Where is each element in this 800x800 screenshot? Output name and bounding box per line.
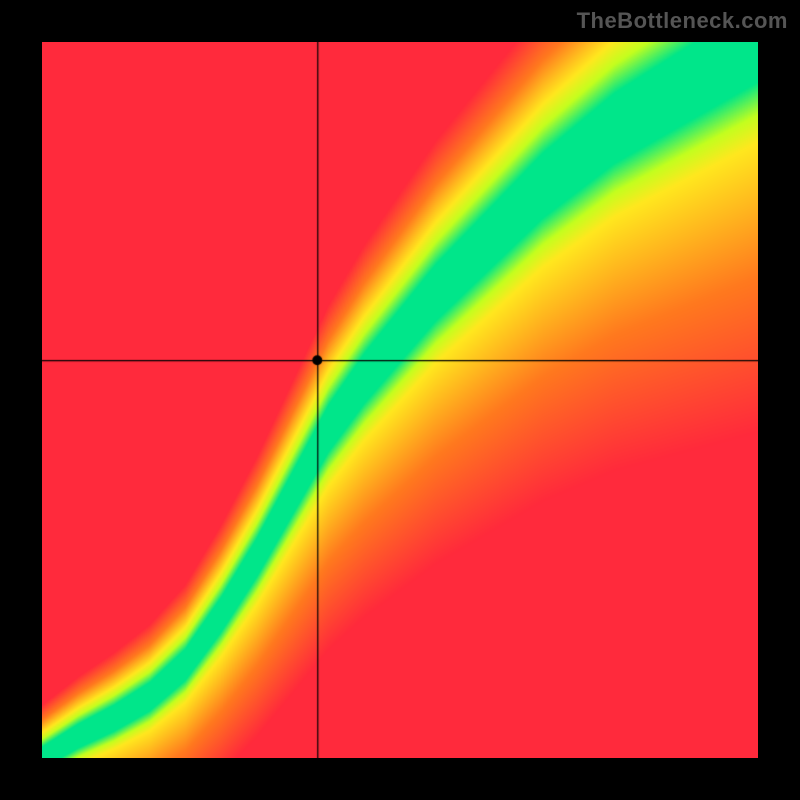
watermark-text: TheBottleneck.com	[577, 8, 788, 34]
heatmap-plot	[42, 42, 758, 758]
chart-container: TheBottleneck.com	[0, 0, 800, 800]
heatmap-canvas	[42, 42, 758, 758]
